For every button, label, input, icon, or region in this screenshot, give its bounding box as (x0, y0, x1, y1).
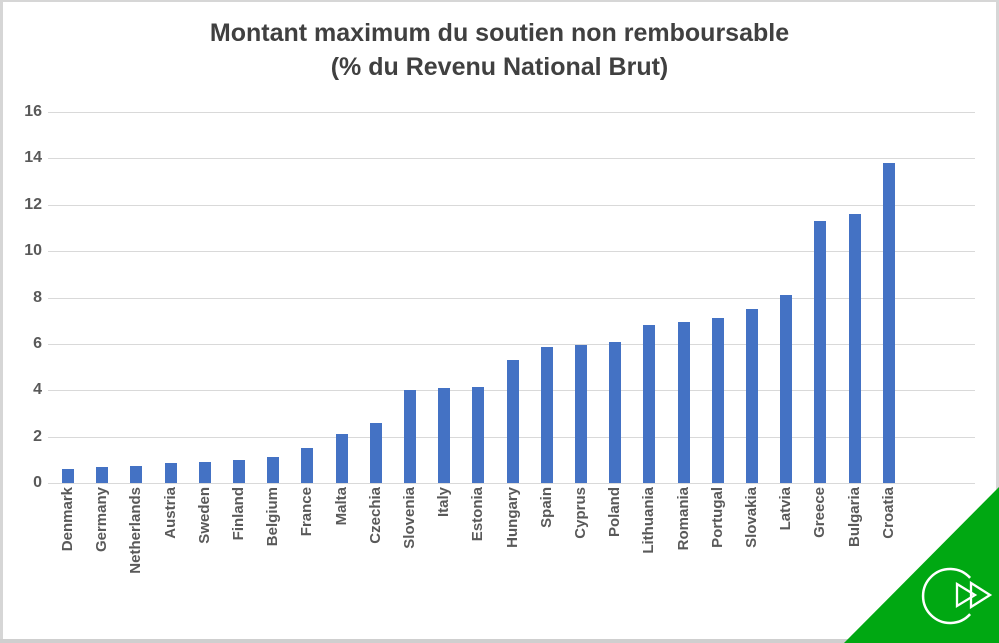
x-axis-label-lithuania: Lithuania (640, 487, 657, 554)
bar-spain (541, 347, 553, 483)
x-axis-label-belgium: Belgium (264, 487, 281, 547)
circular-double-arrow-logo (921, 567, 993, 625)
gridline-y-0 (48, 483, 975, 484)
x-axis-label-slovakia: Slovakia (743, 487, 760, 548)
bar-portugal (712, 318, 724, 483)
bar-poland (609, 342, 621, 483)
gridline-y-16 (48, 112, 975, 113)
bar-lithuania (643, 325, 655, 483)
chart-title: Montant maximum du soutien non remboursa… (0, 16, 999, 84)
chart-title-line1: Montant maximum du soutien non remboursa… (209, 19, 790, 47)
y-axis-tick-8: 8 (33, 289, 42, 306)
bar-belgium (267, 457, 279, 483)
chart-title-line2: (% du Revenu National Brut) (330, 53, 669, 81)
bar-denmark (62, 469, 74, 483)
x-axis-label-austria: Austria (162, 487, 179, 539)
bar-slovenia (404, 390, 416, 483)
gridline-y-10 (48, 251, 975, 252)
bar-czechia (370, 423, 382, 483)
bar-netherlands (130, 466, 142, 483)
x-axis-label-czechia: Czechia (367, 487, 384, 544)
window-border-top (0, 0, 999, 2)
bar-latvia (780, 295, 792, 483)
x-axis-label-estonia: Estonia (469, 487, 486, 542)
y-axis-tick-10: 10 (24, 242, 42, 259)
x-axis-label-sweden: Sweden (196, 487, 213, 544)
logo-chevron-inner (955, 581, 978, 609)
x-axis-label-france: France (298, 487, 315, 537)
x-axis-label-malta: Malta (333, 487, 350, 526)
logo-circle-arc (921, 567, 972, 625)
bar-france (301, 448, 313, 483)
y-axis-tick-16: 16 (24, 103, 42, 120)
x-axis-label-latvia: Latvia (777, 487, 794, 531)
bar-romania (678, 322, 690, 483)
bar-cyprus (575, 345, 587, 483)
y-axis-tick-6: 6 (33, 335, 42, 352)
bar-germany (96, 467, 108, 483)
x-axis-label-italy: Italy (435, 487, 452, 518)
x-axis-label-denmark: Denmark (59, 487, 76, 552)
bar-croatia (883, 163, 895, 483)
gridline-y-14 (48, 158, 975, 159)
window-border-left (0, 0, 3, 643)
logo-chevron-outer (969, 580, 993, 610)
x-axis-label-portugal: Portugal (709, 487, 726, 548)
y-axis-tick-12: 12 (24, 196, 42, 213)
gridline-y-12 (48, 205, 975, 206)
bar-austria (165, 463, 177, 483)
x-axis-label-bulgaria: Bulgaria (846, 487, 863, 548)
y-axis-tick-2: 2 (33, 428, 42, 445)
y-axis-tick-14: 14 (24, 149, 42, 166)
bar-hungary (507, 360, 519, 483)
bar-italy (438, 388, 450, 483)
bar-sweden (199, 462, 211, 483)
bar-malta (336, 434, 348, 483)
x-axis-label-slovenia: Slovenia (401, 487, 418, 549)
gridline-y-8 (48, 298, 975, 299)
x-axis-label-netherlands: Netherlands (127, 487, 144, 574)
x-axis-label-cyprus: Cyprus (572, 487, 589, 539)
x-axis-label-greece: Greece (811, 487, 828, 538)
bar-estonia (472, 387, 484, 483)
bar-greece (814, 221, 826, 483)
bar-finland (233, 460, 245, 483)
x-axis-label-poland: Poland (606, 487, 623, 538)
x-axis-label-germany: Germany (93, 487, 110, 553)
x-axis-label-finland: Finland (230, 487, 247, 541)
y-axis-tick-0: 0 (33, 474, 42, 491)
x-axis-label-spain: Spain (538, 487, 555, 528)
bar-bulgaria (849, 214, 861, 483)
gridline-y-6 (48, 344, 975, 345)
bar-slovakia (746, 309, 758, 483)
x-axis-label-hungary: Hungary (504, 487, 521, 548)
window-border-right (996, 0, 999, 643)
window-border-bottom (0, 639, 999, 643)
x-axis-label-romania: Romania (675, 487, 692, 551)
y-axis-tick-4: 4 (33, 381, 42, 398)
